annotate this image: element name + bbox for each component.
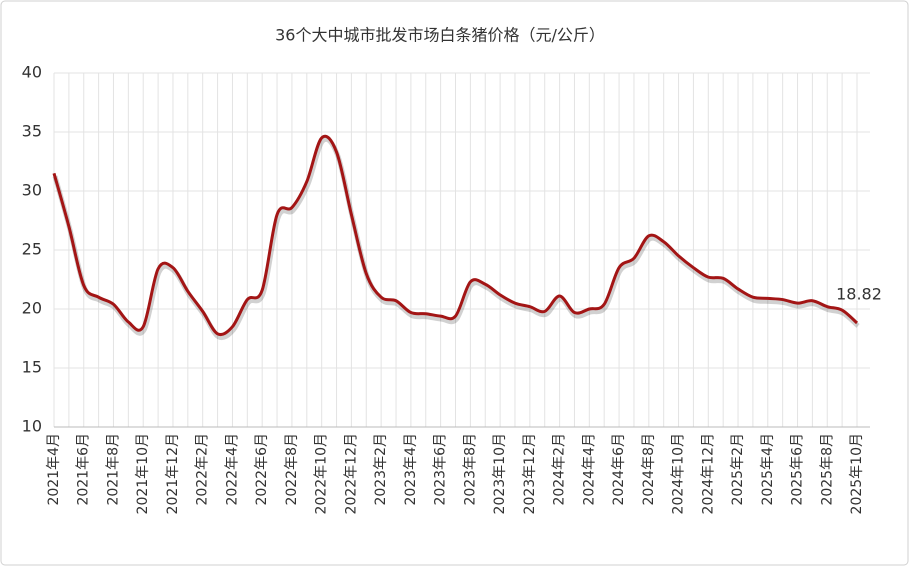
y-tick-label: 10: [22, 417, 42, 436]
y-tick-label: 40: [22, 63, 42, 82]
x-tick-label: 2021年8月: [105, 433, 121, 506]
x-tick-label: 2022年8月: [284, 433, 300, 506]
y-tick-label: 20: [22, 299, 42, 318]
x-tick-label: 2025年8月: [819, 433, 835, 506]
x-tick-label: 2022年6月: [254, 433, 270, 506]
x-tick-label: 2024年6月: [611, 433, 627, 506]
x-tick-label: 2022年12月: [343, 433, 359, 514]
x-tick-label: 2021年12月: [165, 433, 181, 514]
x-tick-label: 2021年6月: [76, 433, 92, 506]
x-tick-label: 2022年2月: [195, 433, 211, 506]
line: [52, 134, 859, 337]
y-tick-label: 35: [22, 122, 42, 141]
x-tick-label: 2022年10月: [314, 433, 330, 514]
x-tick-label: 2021年4月: [46, 433, 62, 506]
y-tick-label: 25: [22, 240, 42, 259]
y-tick-label: 30: [22, 181, 42, 200]
x-tick-label: 2024年8月: [641, 433, 657, 506]
x-tick-label: 2023年6月: [433, 433, 449, 506]
x-tick-label: 2021年10月: [135, 433, 151, 514]
x-tick-label: 2025年2月: [730, 433, 746, 506]
x-tick-label: 2024年4月: [581, 433, 597, 506]
x-tick-label: 2023年8月: [462, 433, 478, 506]
x-tick-label: 2025年4月: [760, 433, 776, 506]
chart-title: 36个大中城市批发市场白条猪价格（元/公斤）: [275, 26, 605, 45]
data-label: 18.82: [836, 284, 882, 303]
x-tick-label: 2023年2月: [373, 433, 389, 506]
x-tick-label: 2024年10月: [671, 433, 687, 514]
x-tick-label: 2023年10月: [492, 433, 508, 514]
x-tick-label: 2023年4月: [403, 433, 419, 506]
x-tick-label: 2025年10月: [849, 433, 865, 514]
x-tick-label: 2024年2月: [552, 433, 568, 506]
x-tick-label: 2023年12月: [522, 433, 538, 514]
y-tick-label: 15: [22, 358, 42, 377]
x-tick-label: 2025年6月: [790, 433, 806, 506]
x-tick-label: 2024年12月: [700, 433, 716, 514]
x-tick-label: 2022年4月: [224, 433, 240, 506]
